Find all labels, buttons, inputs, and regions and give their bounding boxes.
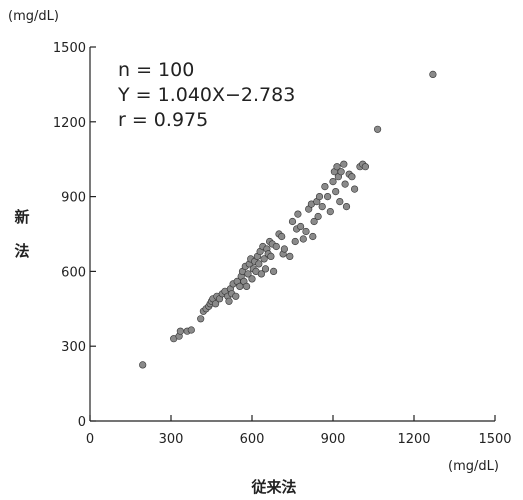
data-point (302, 227, 310, 236)
data-point (267, 252, 275, 260)
data-point (333, 163, 341, 171)
y-axis-label: 法 (14, 242, 29, 260)
data-point (270, 267, 278, 276)
y-tick-label: 900 (61, 191, 86, 206)
y-axis-label: 新 (14, 208, 29, 226)
data-point (260, 255, 268, 263)
x-tick-label: 1500 (478, 432, 511, 447)
data-point (243, 282, 251, 291)
data-point (309, 232, 317, 241)
data-point (318, 203, 326, 211)
data-point (244, 270, 252, 278)
data-point (429, 70, 437, 78)
y-tick-label: 0 (78, 415, 86, 430)
y-axis-unit: (mg/dL) (8, 9, 59, 24)
data-point (299, 235, 307, 243)
data-point (337, 168, 345, 176)
data-point (351, 185, 359, 193)
data-point (232, 292, 240, 300)
data-point (261, 265, 270, 273)
data-point (310, 217, 318, 226)
stats-annotation: n = 100 (118, 59, 194, 81)
x-tick-label: 900 (321, 432, 346, 447)
data-point (341, 180, 349, 188)
data-point (278, 232, 286, 241)
data-point (212, 300, 220, 308)
data-point (315, 193, 324, 201)
data-point (272, 242, 280, 251)
y-tick-label: 1200 (53, 116, 86, 131)
plot-area: 0 300 600 900 1200 1500 0 300 600 900 1200 1500 新法 n … (14, 41, 511, 447)
x-axis-label: 従来法 (250, 478, 296, 496)
data-point (176, 327, 184, 335)
data-point (326, 208, 334, 216)
stats-annotation: r = 0.975 (118, 109, 208, 131)
data-point (314, 212, 322, 221)
data-point (324, 193, 332, 201)
data-point (257, 270, 266, 278)
data-point (248, 275, 256, 283)
x-tick-label: 0 (86, 432, 94, 447)
data-point (288, 217, 297, 226)
data-point (294, 210, 302, 218)
x-axis-unit: (mg/dL) (448, 459, 499, 474)
data-point (342, 203, 351, 211)
data-point (332, 188, 340, 196)
y-tick-label: 600 (61, 265, 86, 280)
data-point (286, 252, 294, 260)
data-point (329, 178, 337, 186)
data-point (297, 222, 305, 231)
data-point (255, 260, 263, 268)
data-point (139, 361, 147, 369)
data-point (197, 315, 205, 323)
data-point (336, 198, 344, 206)
data-point (374, 125, 382, 133)
data-point (187, 326, 195, 334)
data-point (225, 297, 233, 305)
x-tick-label: 600 (240, 432, 265, 447)
x-tick-label: 300 (159, 432, 184, 447)
data-point (361, 163, 370, 171)
data-point (340, 160, 348, 168)
data-point (280, 245, 289, 253)
data-point (348, 173, 356, 181)
data-point (291, 237, 299, 246)
x-tick-label: 1200 (397, 432, 430, 447)
y-tick-label: 300 (61, 340, 86, 355)
data-point (321, 183, 329, 191)
y-tick-label: 1500 (53, 41, 86, 56)
stats-annotation: Y = 1.040X−2.783 (117, 84, 295, 106)
